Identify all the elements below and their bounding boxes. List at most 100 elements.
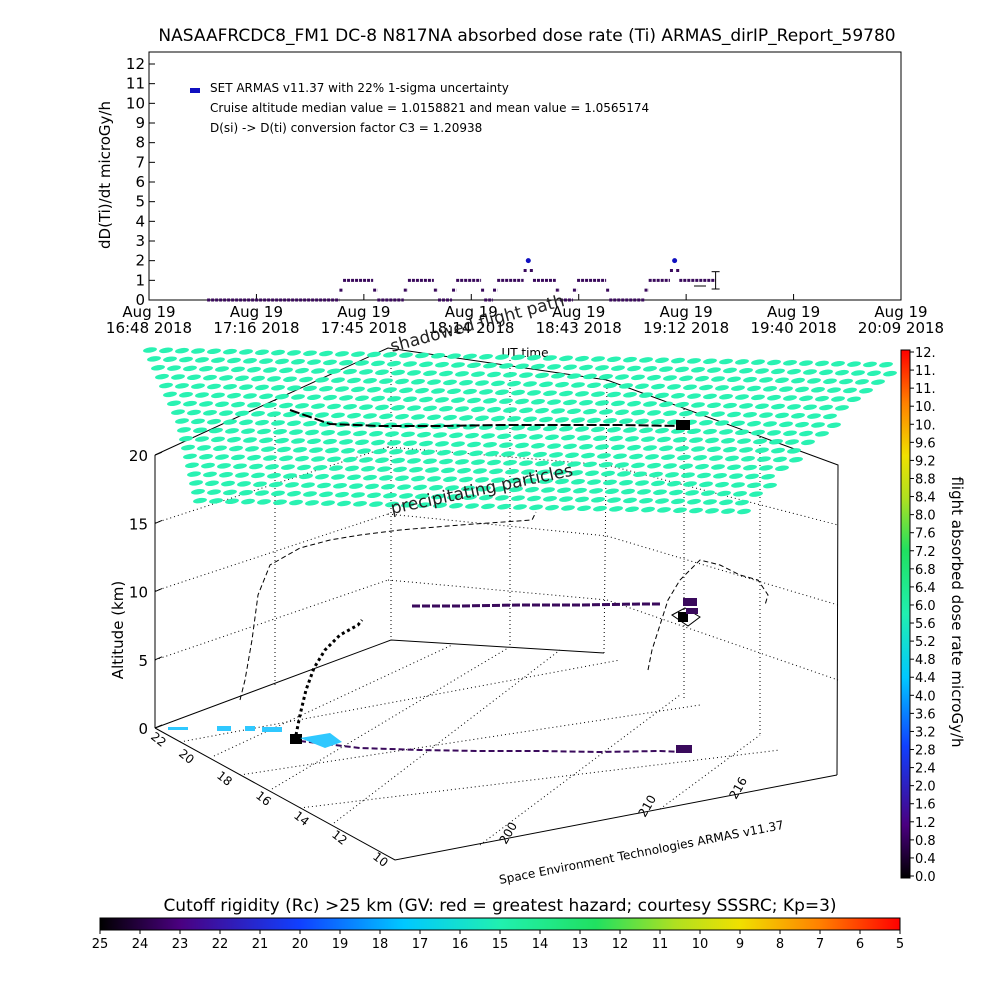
precip-particle xyxy=(255,349,269,355)
precip-particle xyxy=(731,420,745,427)
latitude-tick-label: 14 xyxy=(291,808,312,828)
precip-particle xyxy=(271,490,285,497)
precip-particle xyxy=(691,367,705,373)
precip-particle xyxy=(619,418,633,424)
precip-particle xyxy=(343,368,357,375)
precip-particle xyxy=(231,401,245,408)
precip-particle xyxy=(511,425,525,431)
precip-particle xyxy=(399,352,413,358)
dose-rate-colorbar-label: flight absorbed dose rate microGy/h xyxy=(948,476,966,747)
precip-particle xyxy=(423,458,437,464)
precip-particle xyxy=(531,443,545,449)
precip-particle xyxy=(339,395,353,401)
precip-particle xyxy=(641,506,655,513)
precip-particle xyxy=(223,384,237,390)
precip-particle xyxy=(691,446,705,452)
precip-particle xyxy=(597,453,611,459)
precip-particle xyxy=(497,503,511,510)
precip-particle xyxy=(735,499,749,506)
precip-particle xyxy=(271,349,285,356)
precip-particle xyxy=(539,381,553,388)
precip-particle xyxy=(739,403,753,409)
precip-particle xyxy=(387,360,401,367)
precip-particle xyxy=(267,376,281,382)
precip-particle xyxy=(541,487,555,493)
precip-particle xyxy=(293,447,307,453)
precip-particle xyxy=(503,460,517,466)
precip-particle xyxy=(687,428,701,435)
precip-particle xyxy=(243,437,257,443)
precip-particle xyxy=(839,378,853,385)
precip-particle xyxy=(259,393,273,400)
dose-rate-colorbar-ticks: 0.0 0.4 0.8 1.2 1.6 2.0 2.4 2.8 3.2 3.6 4.0 4.4 4.8 5… xyxy=(910,346,936,885)
precip-particle xyxy=(631,374,645,381)
precip-particle xyxy=(443,476,457,482)
precip-particle xyxy=(289,499,303,506)
precip-particle xyxy=(715,420,729,426)
precip-particle xyxy=(407,458,421,464)
precip-particle xyxy=(415,387,429,394)
cutoff-colorbar-tick-label: 10 xyxy=(692,937,709,952)
precip-particle xyxy=(335,351,349,357)
latitude-tick-label: 18 xyxy=(214,768,235,788)
precip-particle xyxy=(367,492,381,499)
precip-particle xyxy=(747,420,761,427)
precip-particle xyxy=(307,394,321,401)
precip-particle xyxy=(773,456,787,463)
precip-particle xyxy=(419,361,433,368)
precip-particle xyxy=(575,426,589,432)
precip-particle xyxy=(295,455,309,462)
precip-particle xyxy=(327,403,341,410)
precip-particle xyxy=(427,414,441,421)
precip-particle xyxy=(851,370,865,376)
precip-particle xyxy=(511,354,525,361)
precip-particle xyxy=(723,446,737,453)
precip-particle xyxy=(753,438,767,445)
precip-particle xyxy=(683,384,697,390)
top-y-tick-label: 2 xyxy=(135,252,145,270)
dose-rate-colorbar-gradient xyxy=(900,349,911,879)
cutoff-colorbar-tick-label: 18 xyxy=(372,937,389,952)
precip-particle xyxy=(557,487,571,494)
precip-particle xyxy=(433,502,447,509)
precip-particle xyxy=(737,438,751,444)
precip-particle xyxy=(655,427,669,434)
precip-particle xyxy=(743,464,757,471)
precip-particle xyxy=(353,430,367,437)
precip-particle xyxy=(151,365,165,371)
cutoff-colorbar-tick-label: 5 xyxy=(896,937,904,952)
precip-particle xyxy=(327,456,341,463)
precip-particle xyxy=(479,389,493,395)
precip-particle xyxy=(523,381,537,387)
precip-particle xyxy=(525,486,539,493)
dose-rate-series xyxy=(207,258,720,302)
precip-particle xyxy=(545,434,559,440)
precip-particle xyxy=(287,420,301,427)
precip-particle xyxy=(279,367,293,374)
precip-particle xyxy=(577,435,591,441)
precip-particle xyxy=(507,416,521,422)
cruise-end-marker-a xyxy=(683,598,697,606)
top-x-tick-time: 16:48 2018 xyxy=(106,319,192,337)
precip-particle xyxy=(625,506,639,512)
precip-particle xyxy=(561,505,575,511)
precip-particle xyxy=(665,472,679,478)
precip-particle xyxy=(241,498,255,505)
dose-rate-colorbar-tick-label: 2.4 xyxy=(915,762,936,777)
precip-particle xyxy=(353,501,367,507)
precip-particle xyxy=(211,392,225,399)
top-y-tick-label: 4 xyxy=(135,212,145,230)
precip-particle xyxy=(513,504,527,510)
precip-particle xyxy=(543,390,557,396)
precip-particle xyxy=(815,360,829,367)
top-projection-trace xyxy=(289,409,681,427)
precip-particle xyxy=(275,393,289,400)
altitude-tick-label: 15 xyxy=(129,515,148,533)
precip-particle xyxy=(263,402,277,408)
cruise-end-marker-b xyxy=(686,608,698,614)
dose-rate-colorbar-tick-label: 4.8 xyxy=(915,653,936,668)
precip-particle xyxy=(783,395,797,401)
precip-particle xyxy=(319,350,333,357)
dose-rate-colorbar-tick-label: 3.6 xyxy=(915,707,936,722)
precip-particle xyxy=(203,374,217,381)
